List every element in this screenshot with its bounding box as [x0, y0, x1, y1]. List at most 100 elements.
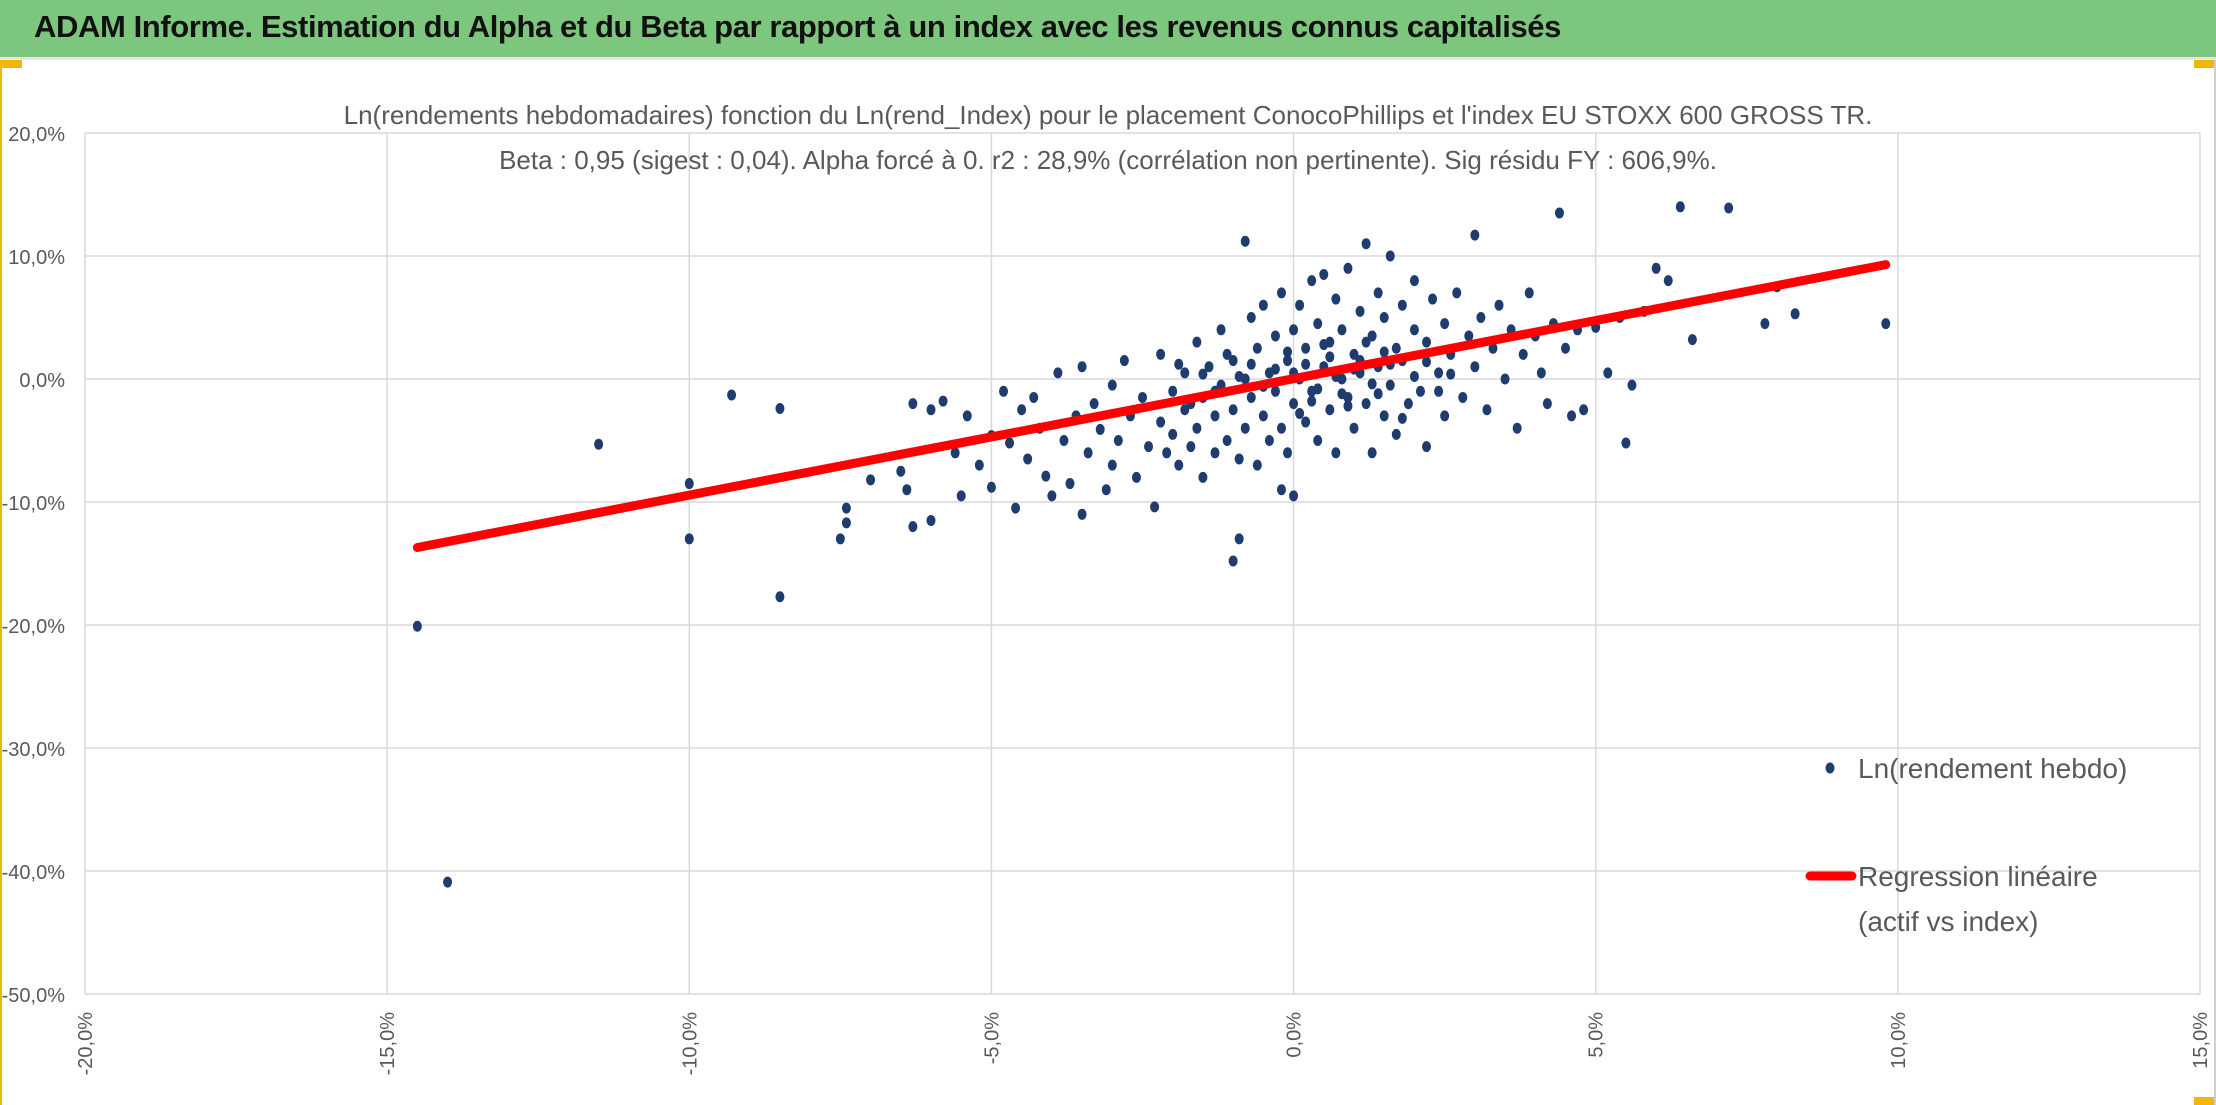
data-point	[841, 502, 851, 514]
data-point	[1627, 379, 1637, 391]
data-point	[1881, 318, 1891, 330]
y-tick-label: 20,0%	[8, 124, 65, 146]
data-point	[1222, 435, 1232, 446]
data-point	[1470, 361, 1480, 373]
data-point	[412, 620, 422, 632]
data-point	[1252, 342, 1262, 354]
data-point	[1482, 404, 1492, 416]
data-point	[775, 403, 785, 415]
data-point	[1500, 373, 1510, 385]
data-point	[1536, 367, 1546, 379]
data-point	[1198, 471, 1208, 483]
data-point	[1325, 351, 1335, 363]
regression-line	[412, 260, 1891, 553]
data-point	[1138, 391, 1147, 403]
data-point	[1313, 383, 1323, 395]
data-point	[1150, 501, 1160, 513]
data-point	[1198, 368, 1208, 380]
data-point	[1313, 435, 1323, 446]
data-point	[1651, 262, 1661, 274]
data-point	[841, 517, 851, 529]
data-point	[1373, 287, 1383, 299]
data-point	[1283, 447, 1293, 459]
data-point	[1331, 447, 1341, 459]
data-point	[1494, 299, 1504, 311]
data-point	[1367, 330, 1377, 342]
x-tick-label: 10,0%	[1888, 1012, 1910, 1069]
data-point	[1337, 324, 1347, 336]
data-point	[1446, 368, 1456, 380]
data-point	[1047, 490, 1057, 502]
data-point	[1452, 287, 1462, 299]
data-point	[1101, 484, 1111, 496]
data-point	[1283, 355, 1293, 367]
data-point	[684, 533, 694, 545]
data-point	[1174, 459, 1184, 471]
data-point	[1331, 293, 1341, 305]
y-tick-label: -40,0%	[2, 862, 66, 884]
data-point	[1440, 410, 1450, 422]
data-point	[1567, 410, 1577, 422]
data-point	[1391, 342, 1401, 354]
data-point	[1077, 508, 1087, 520]
data-point	[1554, 207, 1564, 219]
data-point	[1403, 398, 1413, 410]
x-tick-label: 15,0%	[2190, 1012, 2212, 1069]
gridlines	[84, 132, 2201, 995]
data-point	[1367, 378, 1377, 390]
data-point	[1349, 348, 1359, 360]
data-point	[1325, 404, 1335, 416]
data-point	[1083, 447, 1093, 459]
data-point	[1065, 478, 1075, 490]
data-point	[1367, 447, 1377, 459]
data-point	[1089, 398, 1099, 410]
data-point	[1518, 348, 1528, 360]
data-point	[1156, 348, 1166, 360]
data-point	[1059, 435, 1069, 446]
data-point	[1023, 453, 1033, 465]
data-point	[1192, 336, 1202, 348]
data-point	[1270, 330, 1280, 342]
data-point	[1216, 324, 1226, 336]
data-point	[1162, 447, 1172, 459]
data-point	[1470, 229, 1480, 241]
data-point	[1017, 404, 1027, 416]
data-point	[896, 465, 906, 477]
chart-subtitle: Beta : 0,95 (sigest : 0,04). Alpha forcé…	[499, 145, 1717, 175]
data-point	[1415, 385, 1425, 397]
data-point	[1283, 346, 1293, 358]
data-point	[775, 591, 785, 603]
data-point	[1621, 437, 1631, 449]
data-point	[1270, 363, 1280, 375]
data-point	[1373, 388, 1383, 400]
data-point	[902, 484, 912, 496]
data-point	[1240, 235, 1250, 247]
data-point	[1319, 339, 1329, 351]
data-point	[1343, 400, 1353, 412]
data-point	[1228, 355, 1238, 367]
data-point	[938, 395, 948, 407]
data-point	[1422, 441, 1432, 453]
y-tick-label: -20,0%	[2, 616, 66, 638]
data-point	[835, 533, 845, 545]
data-point	[1301, 342, 1311, 354]
data-point	[1579, 404, 1589, 416]
data-point	[1409, 371, 1419, 383]
data-point	[1724, 202, 1734, 214]
legend-label-regression: Regression linéaire	[1858, 861, 2098, 892]
data-point	[999, 385, 1009, 397]
data-point	[1276, 484, 1286, 496]
data-point	[1687, 334, 1697, 346]
data-point	[1234, 533, 1244, 545]
data-point	[1675, 201, 1685, 213]
data-point	[1276, 422, 1286, 434]
data-point	[1168, 385, 1178, 397]
data-point	[1180, 367, 1190, 379]
data-point	[1011, 502, 1021, 514]
data-point	[1337, 388, 1347, 400]
data-point	[1349, 422, 1359, 434]
data-point	[1409, 275, 1419, 287]
data-point	[986, 481, 996, 493]
legend-point-marker	[1825, 762, 1835, 774]
data-point	[1603, 367, 1613, 379]
